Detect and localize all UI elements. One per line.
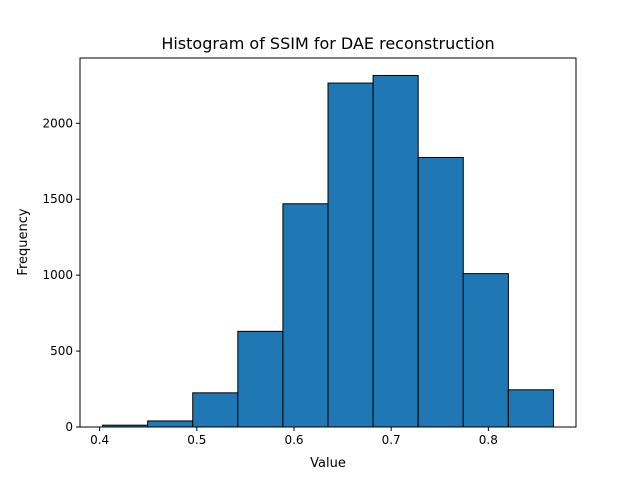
y-axis-label: Frequency <box>16 208 31 275</box>
x-tick-label: 0.5 <box>187 433 206 447</box>
histogram-bar <box>237 330 284 428</box>
y-tick-label: 0 <box>65 420 73 434</box>
histogram-bar <box>372 74 419 428</box>
y-tick-label: 1000 <box>42 268 73 282</box>
histogram-bar <box>462 273 509 428</box>
chart-title: Histogram of SSIM for DAE reconstruction <box>161 34 494 53</box>
histogram-bar <box>147 420 194 428</box>
y-tick-label: 500 <box>50 344 73 358</box>
x-tick-label: 0.4 <box>90 433 109 447</box>
histogram-bar <box>192 392 239 428</box>
x-axis-label: Value <box>310 456 346 471</box>
plot-frame <box>79 57 577 428</box>
x-tick-label: 0.7 <box>382 433 401 447</box>
x-tick-label: 0.6 <box>284 433 303 447</box>
histogram-bar <box>417 156 464 428</box>
y-axis-ticks: 0 500 1000 1500 2000 <box>42 116 80 434</box>
histogram-bar <box>327 82 374 428</box>
y-tick-label: 2000 <box>42 116 73 130</box>
histogram-bar <box>282 203 329 428</box>
bars-group <box>102 74 554 428</box>
x-tick-label: 0.8 <box>479 433 498 447</box>
y-tick-label: 1500 <box>42 192 73 206</box>
histogram-bar <box>507 389 554 428</box>
x-axis-ticks: 0.4 0.5 0.6 0.7 0.8 <box>90 427 498 447</box>
